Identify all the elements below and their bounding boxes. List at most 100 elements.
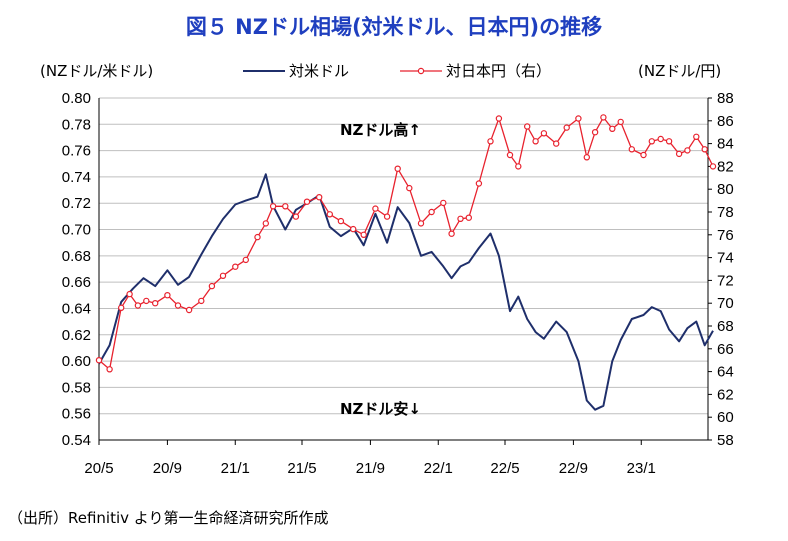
legend-marker-jpy [417, 67, 425, 75]
data-point-jpy [134, 302, 142, 309]
legend-label-usd: 対米ドル [289, 62, 349, 80]
data-point-jpy [117, 304, 125, 311]
y-right-tick-label: 78 [717, 204, 734, 221]
data-point-jpy [292, 213, 300, 220]
data-point-jpy [583, 154, 591, 161]
data-point-jpy [208, 282, 216, 290]
legend-label-jpy: 対日本円（右） [446, 62, 551, 80]
gridlines [99, 97, 708, 441]
data-point-jpy [282, 203, 289, 210]
y-left-tick-label: 0.54 [62, 432, 91, 449]
data-point-jpy [524, 123, 531, 130]
data-point-jpy [591, 128, 599, 136]
data-point-jpy [600, 114, 607, 121]
y-right-tick-label: 74 [717, 250, 734, 267]
y-right-tick-label: 68 [717, 318, 734, 335]
data-point-jpy [262, 220, 269, 227]
data-point-jpy [515, 163, 522, 170]
x-tick-label: 21/1 [221, 460, 250, 477]
y-right-tick-label: 72 [717, 272, 734, 289]
data-point-jpy [383, 213, 391, 220]
data-point-jpy [487, 138, 494, 145]
left-y-axis: 0.80 0.78 0.76 0.74 0.72 0.70 0.68 0.66 0.64 0.62… [62, 90, 91, 449]
data-point-jpy [495, 115, 503, 122]
y-left-tick-label: 0.72 [62, 195, 91, 212]
data-point-jpy [269, 203, 277, 210]
y-left-tick-label: 0.62 [62, 327, 91, 344]
plot-frame [98, 98, 709, 441]
data-point-jpy [254, 233, 261, 241]
data-point-jpy [106, 366, 113, 373]
data-point-jpy [417, 220, 425, 227]
data-point-jpy [198, 297, 205, 305]
data-point-jpy [219, 272, 227, 279]
series-layer [95, 114, 717, 411]
data-point-jpy [475, 180, 483, 187]
data-point-jpy [675, 150, 683, 158]
data-point-jpy [360, 231, 367, 238]
data-point-jpy [164, 292, 171, 299]
data-point-jpy [185, 306, 193, 314]
series-line-jpy [98, 116, 714, 370]
data-point-jpy [540, 130, 548, 137]
data-point-jpy [628, 146, 636, 153]
data-point-jpy [648, 138, 656, 145]
data-point-jpy [617, 118, 624, 126]
y-right-tick-label: 84 [717, 136, 734, 153]
data-point-jpy [232, 263, 239, 270]
y-left-tick-label: 0.58 [62, 379, 91, 396]
y-right-tick-label: 62 [717, 386, 734, 403]
right-y-axis: 88 86 84 82 80 78 76 74 72 70 68 66 64 62 60 58 [708, 90, 734, 449]
data-point-jpy [563, 124, 570, 131]
data-point-jpy [532, 138, 539, 145]
data-point-jpy [657, 135, 664, 143]
data-point-jpy [693, 133, 700, 140]
data-point-jpy [709, 163, 717, 170]
data-point-jpy [440, 199, 447, 207]
data-point-jpy [665, 138, 673, 145]
data-point-jpy [457, 215, 464, 222]
data-point-jpy [406, 184, 413, 192]
y-right-tick-label: 60 [717, 409, 734, 426]
data-point-jpy [506, 151, 514, 159]
data-point-jpy [372, 205, 379, 212]
data-point-jpy [428, 208, 435, 216]
data-point-jpy [316, 193, 323, 201]
y-left-tick-label: 0.66 [62, 274, 91, 291]
x-axis: 20/5 20/9 21/1 21/5 21/9 22/1 22/5 22/9 23/1 [84, 440, 656, 477]
data-point-jpy [242, 256, 249, 264]
data-point-jpy [174, 302, 182, 309]
annotation-down: NZドル安↓ [340, 400, 421, 418]
data-point-jpy [609, 125, 616, 133]
data-point-jpy [126, 290, 133, 298]
data-point-jpy [95, 357, 103, 364]
chart-title: 図５ NZドル相場(対米ドル、日本円)の推移 [186, 15, 602, 39]
series-line-usd [98, 173, 714, 411]
y-right-tick-label: 82 [717, 158, 734, 175]
left-axis-label: (NZドル/米ドル) [40, 62, 153, 80]
data-point-jpy [326, 211, 333, 218]
data-point-jpy [303, 198, 311, 205]
data-point-jpy [701, 146, 708, 153]
y-left-tick-label: 0.76 [62, 143, 91, 160]
y-left-tick-label: 0.60 [62, 353, 91, 370]
data-point-jpy [575, 115, 582, 122]
y-left-tick-label: 0.64 [62, 300, 91, 317]
y-left-tick-label: 0.78 [62, 116, 91, 133]
x-tick-label: 20/5 [84, 460, 113, 477]
data-point-jpy [337, 217, 345, 225]
data-point-jpy [553, 140, 560, 147]
x-tick-label: 21/5 [287, 460, 316, 477]
x-tick-label: 23/1 [627, 460, 656, 477]
y-right-tick-label: 70 [717, 295, 734, 312]
data-point-jpy [394, 165, 401, 172]
y-right-tick-label: 66 [717, 341, 734, 358]
data-point-jpy [684, 147, 691, 154]
y-right-tick-label: 80 [717, 181, 734, 198]
data-point-jpy [143, 297, 150, 305]
data-point-jpy [465, 214, 472, 221]
y-left-tick-label: 0.68 [62, 248, 91, 265]
x-tick-label: 21/9 [356, 460, 385, 477]
y-left-tick-label: 0.56 [62, 406, 91, 423]
